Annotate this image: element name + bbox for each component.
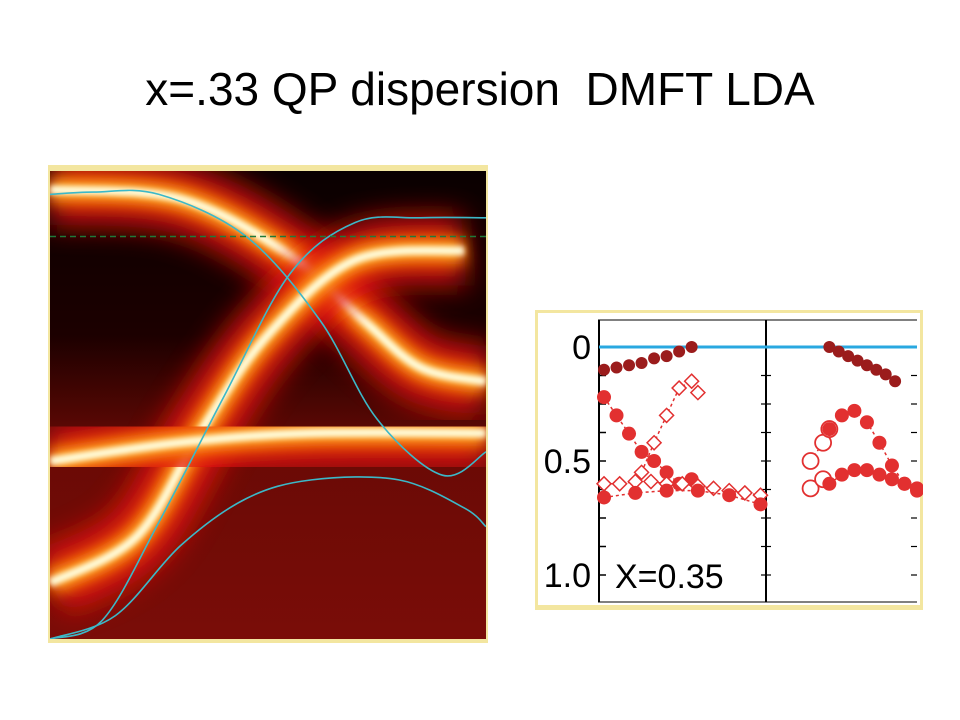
dmft-spectral-heatmap xyxy=(48,165,488,648)
arpes-ytick-label: 0 xyxy=(572,329,591,367)
arpes-point xyxy=(597,390,611,405)
arpes-point xyxy=(897,476,912,491)
arpes-point xyxy=(859,415,874,430)
arpes-point xyxy=(623,359,636,372)
arpes-point xyxy=(648,352,661,365)
arpes-point xyxy=(642,473,660,490)
arpes-point xyxy=(884,472,899,487)
arpes-point xyxy=(872,435,887,450)
arpes-point xyxy=(823,341,836,353)
arpes-point xyxy=(705,480,722,497)
arpes-point xyxy=(834,408,849,423)
slide-title: x=.33 QP dispersion DMFT LDA xyxy=(145,63,815,115)
arpes-point xyxy=(609,408,624,423)
arpes-point xyxy=(671,379,688,397)
spectral-bands xyxy=(50,171,486,615)
arpes-point xyxy=(690,483,705,498)
lda-band-1 xyxy=(50,216,486,639)
arpes-point xyxy=(611,475,628,492)
arpes-background xyxy=(538,313,920,605)
spectral-band-core-2 xyxy=(50,427,486,466)
arpes-point xyxy=(659,465,674,480)
doping-annotation: X=0.35 xyxy=(615,558,724,596)
arpes-point xyxy=(872,467,887,482)
arpes-point xyxy=(889,375,902,388)
arpes-point xyxy=(801,452,820,470)
lda-band-0 xyxy=(50,189,486,477)
arpes-point xyxy=(801,479,820,498)
arpes-point xyxy=(884,458,899,473)
arpes-point xyxy=(847,463,862,478)
arpes-point xyxy=(736,484,753,501)
arpes-dispersion-plot: 0 0.5 1.0 X=0.35 xyxy=(535,310,924,615)
arpes-point xyxy=(910,481,924,496)
arpes-point xyxy=(722,488,737,503)
arpes-point xyxy=(635,356,648,369)
arpes-point xyxy=(597,490,611,505)
arpes-point xyxy=(646,434,663,451)
arpes-point xyxy=(659,483,674,498)
arpes-ytick-label: 0.5 xyxy=(544,443,591,481)
arpes-point xyxy=(683,373,700,390)
arpes-point xyxy=(822,422,837,437)
arpes-point xyxy=(860,359,873,372)
arpes-point xyxy=(689,384,706,401)
arpes-point xyxy=(660,350,673,363)
arpes-point xyxy=(822,476,837,491)
arpes-point xyxy=(847,403,862,418)
arpes-point xyxy=(673,345,686,358)
arpes-svg: 0 0.5 1.0 X=0.35 xyxy=(535,310,924,610)
arpes-ytick-label: 1.0 xyxy=(544,557,591,595)
arpes-point xyxy=(628,485,643,500)
arpes-point xyxy=(658,407,675,424)
arpes-point xyxy=(598,363,610,376)
arpes-point xyxy=(870,363,883,376)
arpes-points xyxy=(595,341,924,512)
arpes-point xyxy=(832,345,845,358)
arpes-point xyxy=(842,350,855,363)
arpes-point xyxy=(834,467,849,482)
arpes-point xyxy=(859,463,874,478)
arpes-point xyxy=(879,368,892,381)
arpes-point xyxy=(622,426,637,441)
arpes-point xyxy=(851,354,864,367)
heatmap-svg xyxy=(48,165,488,643)
lda-band-lines xyxy=(50,189,486,639)
arpes-point xyxy=(685,341,698,353)
arpes-point xyxy=(753,497,768,512)
arpes-point xyxy=(634,444,649,459)
lda-band-2 xyxy=(50,476,486,639)
arpes-point xyxy=(633,464,650,481)
arpes-point xyxy=(647,454,662,468)
arpes-point xyxy=(610,361,623,374)
